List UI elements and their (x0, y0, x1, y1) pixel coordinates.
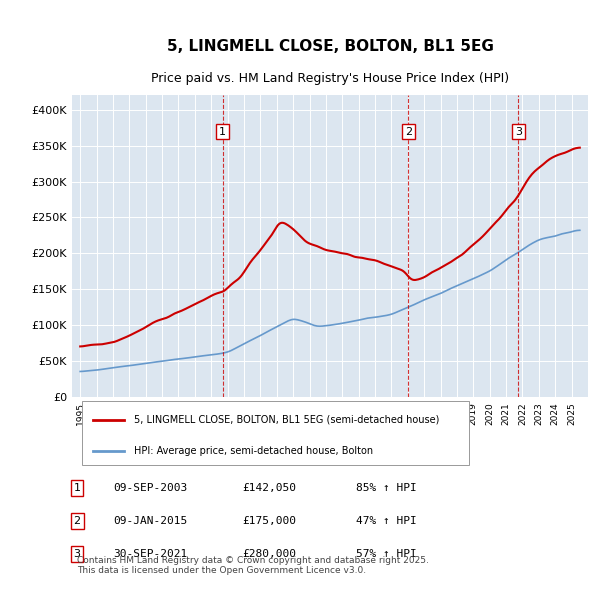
Text: 09-JAN-2015: 09-JAN-2015 (113, 516, 188, 526)
Text: HPI: Average price, semi-detached house, Bolton: HPI: Average price, semi-detached house,… (134, 445, 373, 455)
Text: 2: 2 (405, 127, 412, 136)
Text: £175,000: £175,000 (242, 516, 296, 526)
Text: 3: 3 (74, 549, 80, 559)
Text: Contains HM Land Registry data © Crown copyright and database right 2025.
This d: Contains HM Land Registry data © Crown c… (77, 556, 429, 575)
Text: £280,000: £280,000 (242, 549, 296, 559)
Text: 1: 1 (219, 127, 226, 136)
Text: 09-SEP-2003: 09-SEP-2003 (113, 483, 188, 493)
Text: £142,050: £142,050 (242, 483, 296, 493)
Text: 5, LINGMELL CLOSE, BOLTON, BL1 5EG (semi-detached house): 5, LINGMELL CLOSE, BOLTON, BL1 5EG (semi… (134, 415, 439, 425)
Text: 57% ↑ HPI: 57% ↑ HPI (356, 549, 416, 559)
Text: Price paid vs. HM Land Registry's House Price Index (HPI): Price paid vs. HM Land Registry's House … (151, 73, 509, 86)
Text: 3: 3 (515, 127, 522, 136)
Text: 1: 1 (74, 483, 80, 493)
Text: 5, LINGMELL CLOSE, BOLTON, BL1 5EG: 5, LINGMELL CLOSE, BOLTON, BL1 5EG (167, 40, 493, 54)
Text: 2: 2 (74, 516, 81, 526)
FancyBboxPatch shape (82, 401, 469, 465)
Text: 47% ↑ HPI: 47% ↑ HPI (356, 516, 416, 526)
Text: 85% ↑ HPI: 85% ↑ HPI (356, 483, 416, 493)
Text: 30-SEP-2021: 30-SEP-2021 (113, 549, 188, 559)
